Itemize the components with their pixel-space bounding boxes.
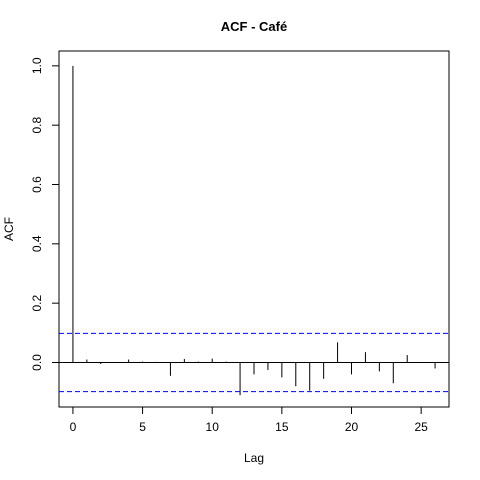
x-tick-label-20: 20 (345, 420, 359, 434)
y-tick-label-0: 0.0 (30, 354, 44, 371)
y-tick-label-5: 1.0 (30, 57, 44, 74)
x-tick-label-25: 25 (414, 420, 428, 434)
y-tick-label-2: 0.4 (30, 235, 44, 252)
x-axis: 0 5 10 15 20 25 (70, 406, 428, 434)
y-axis: 0.0 0.2 0.4 0.6 0.8 1.0 (30, 57, 60, 371)
x-tick-label-10: 10 (206, 420, 220, 434)
chart-title: ACF - Café (221, 19, 287, 34)
x-axis-label: Lag (244, 451, 264, 465)
x-tick-label-0: 0 (70, 420, 77, 434)
y-tick-label-1: 0.2 (30, 295, 44, 312)
plot-frame (58, 50, 450, 408)
x-tick-label-15: 15 (275, 420, 289, 434)
plot-layer (59, 65, 449, 396)
y-tick-label-4: 0.8 (30, 117, 44, 134)
y-tick-label-3: 0.6 (30, 176, 44, 193)
y-axis-label: ACF (2, 217, 16, 241)
x-tick-label-5: 5 (139, 420, 146, 434)
